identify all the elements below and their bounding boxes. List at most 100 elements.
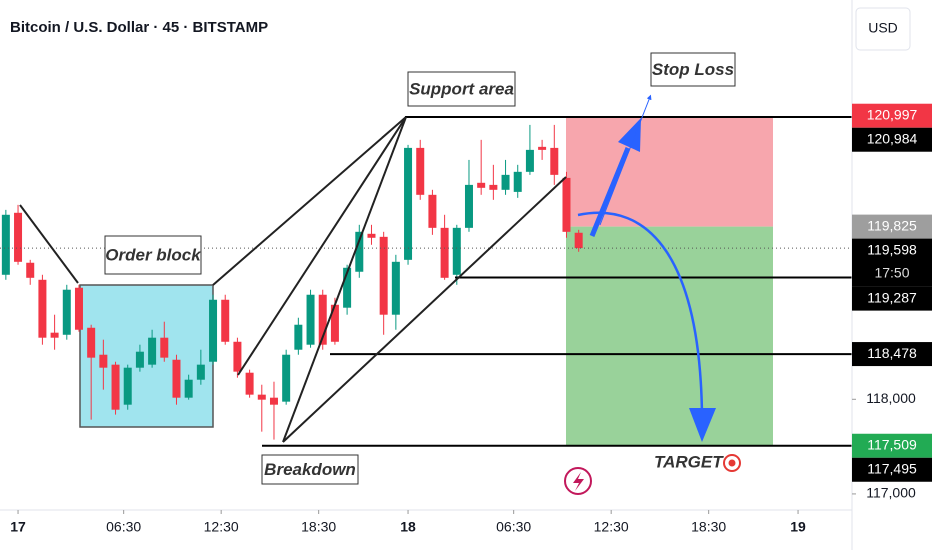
candle	[74, 284, 83, 332]
candle-body	[306, 294, 315, 345]
price-label	[852, 433, 932, 458]
price-label-text: 120,984	[867, 130, 918, 146]
annotation-box	[407, 71, 516, 107]
candle-body	[550, 147, 559, 175]
annotation-box	[261, 454, 359, 485]
candle-body	[525, 149, 534, 172]
candle-body	[99, 354, 108, 368]
candle	[148, 329, 157, 368]
x-tick-label: 12:30	[204, 519, 239, 535]
candle	[245, 369, 254, 398]
candle-body	[367, 233, 376, 238]
candle	[184, 374, 193, 400]
candle	[550, 124, 559, 185]
candle	[38, 274, 47, 345]
candle-body	[513, 171, 522, 192]
candle-body	[74, 287, 83, 330]
annotation-box	[650, 52, 736, 87]
x-tick-label: 12:30	[594, 519, 629, 535]
candle-body	[464, 184, 473, 228]
candle	[135, 344, 144, 372]
annotation: Breakdown	[264, 460, 356, 479]
candle-body	[14, 212, 23, 262]
candle	[257, 384, 266, 432]
price-label	[852, 286, 932, 311]
candle-body	[294, 324, 303, 350]
candle-body	[87, 327, 96, 358]
price-label-text: 119,287	[867, 289, 917, 305]
candle	[428, 189, 437, 235]
candle-body	[135, 351, 144, 368]
candle	[269, 381, 278, 440]
candle-body	[404, 147, 413, 260]
price-label	[852, 214, 932, 239]
candle-body	[269, 397, 278, 405]
candle	[318, 289, 327, 350]
candle-body	[148, 337, 157, 365]
candle	[513, 164, 522, 198]
trend-line	[19, 204, 79, 284]
trend-line	[282, 176, 567, 443]
annotation: Stop Loss	[652, 60, 734, 79]
candle	[87, 324, 96, 420]
y-tick-label: 117,000	[866, 485, 916, 501]
candle	[489, 164, 498, 200]
candle	[111, 361, 120, 415]
candle	[367, 224, 376, 245]
annotation-box	[104, 235, 202, 275]
candle-body	[221, 299, 230, 342]
candle	[209, 294, 218, 365]
countdown: 17:50	[874, 264, 909, 280]
candle-body	[440, 227, 449, 278]
price-label	[852, 342, 932, 367]
x-tick-label: 06:30	[106, 519, 141, 535]
candle-body	[318, 294, 327, 345]
annotation: Order block	[105, 245, 202, 264]
candle-body	[160, 337, 169, 358]
candle	[233, 337, 242, 378]
y-tick-label: 118,000	[866, 390, 916, 406]
candle	[282, 349, 291, 405]
candle-body	[391, 261, 400, 315]
candle-body	[428, 194, 437, 228]
candle	[574, 229, 583, 252]
annotation: Support area	[409, 79, 514, 98]
candle	[172, 354, 181, 405]
price-label-text: 119,598	[867, 241, 917, 257]
candle	[416, 139, 425, 200]
candle-body	[355, 231, 364, 272]
candle-body	[416, 147, 425, 195]
candle-body	[184, 379, 193, 398]
candle-body	[62, 289, 71, 335]
currency-button[interactable]	[855, 7, 911, 51]
candle-body	[574, 232, 583, 249]
candle-body	[257, 394, 266, 400]
candle	[26, 259, 35, 285]
candle	[306, 289, 315, 348]
trend-line	[212, 116, 407, 286]
x-tick-label: 18	[400, 519, 416, 535]
candle-body	[50, 332, 59, 338]
candle	[562, 171, 571, 238]
candle-body	[172, 359, 181, 398]
stop-zone	[566, 116, 773, 227]
candle	[379, 231, 388, 335]
candle	[50, 314, 59, 350]
x-tick-label: 18:30	[301, 519, 336, 535]
x-tick-label: 19	[790, 519, 806, 535]
currency[interactable]: USD	[868, 20, 898, 36]
candle	[1, 209, 10, 280]
candle	[391, 254, 400, 330]
annotation: TARGET	[654, 452, 724, 471]
candle	[404, 144, 413, 265]
price-label-text: 119,825	[867, 217, 917, 233]
price-label-text: 118,478	[867, 345, 917, 361]
candle-body	[343, 267, 352, 308]
trend-line	[282, 116, 407, 443]
candle	[452, 224, 461, 285]
arrow	[589, 147, 631, 237]
candle-body	[245, 372, 254, 395]
price-label-text: 120,997	[867, 106, 918, 122]
candle	[196, 349, 205, 385]
